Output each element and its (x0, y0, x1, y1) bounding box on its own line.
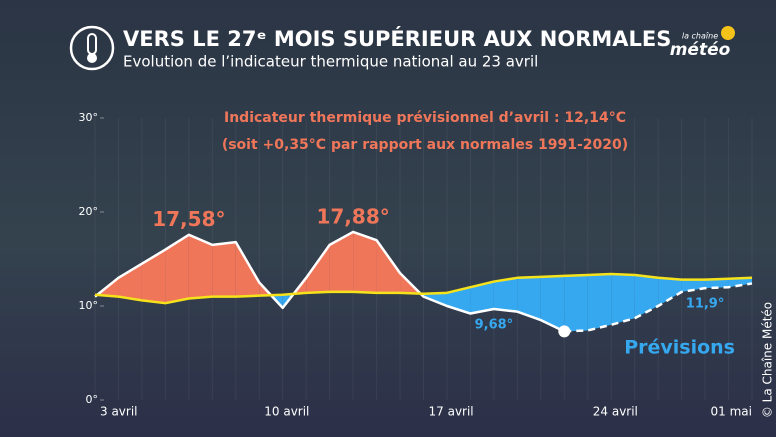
annotation: Indicateur thermique prévisionnel d’avri… (224, 110, 626, 126)
y-tick-label: 10° (79, 299, 99, 312)
logo-big: météo (670, 40, 731, 60)
area-fill (587, 274, 612, 331)
x-tick-label: 24 avril (593, 405, 638, 419)
value-label: 9,68° (475, 318, 514, 333)
area-fill (212, 242, 236, 297)
area-fill (118, 263, 142, 301)
area-fill (681, 279, 706, 292)
logo-sun (721, 26, 735, 40)
value-label: 17,58° (152, 207, 225, 231)
x-tick-label: 10 avril (264, 405, 309, 419)
chart-subtitle: Evolution de l’indicateur thermique nati… (123, 53, 538, 71)
area-fill (728, 277, 752, 288)
area-fill (141, 249, 166, 304)
area-fill (517, 276, 541, 321)
chart-title: VERS LE 27ᵉ MOIS SUPÉRIEUR AUX NORMALES (123, 26, 671, 51)
area-fill (611, 274, 635, 325)
area-fill (540, 275, 565, 332)
area-fill (376, 240, 401, 293)
forecast-start (558, 325, 571, 338)
y-tick-label: 0° (86, 393, 99, 406)
area-fill (705, 278, 729, 289)
area-fill (493, 277, 518, 312)
series-line (94, 272, 753, 305)
y-tick-label: 30° (79, 111, 99, 124)
source: © La Chaîne Météo (761, 302, 775, 418)
logo-small: la chaîne (682, 32, 718, 41)
series-line (94, 230, 565, 333)
area-fill (634, 274, 659, 319)
area-fill (658, 277, 682, 306)
area-fill (188, 234, 213, 299)
y-tick-label: 20° (79, 205, 99, 218)
value-label: 11,9° (686, 297, 725, 312)
area-fill (165, 234, 189, 304)
annotation: (soit +0,35°C par rapport aux normales 1… (222, 137, 628, 153)
area-fill (353, 231, 377, 293)
thermometer-icon (69, 25, 115, 71)
area-fill (564, 274, 588, 332)
value-label: 17,88° (316, 204, 389, 228)
area-fill (470, 281, 494, 314)
area-fill (306, 244, 330, 293)
series-label: Prévisions (624, 337, 735, 359)
series-line (564, 282, 753, 333)
x-tick-label: 3 avril (100, 405, 138, 419)
area-fill (329, 231, 354, 292)
x-tick-label: 17 avril (429, 405, 474, 419)
area-fill (235, 242, 260, 297)
x-tick-label: 01 mai (711, 405, 752, 419)
